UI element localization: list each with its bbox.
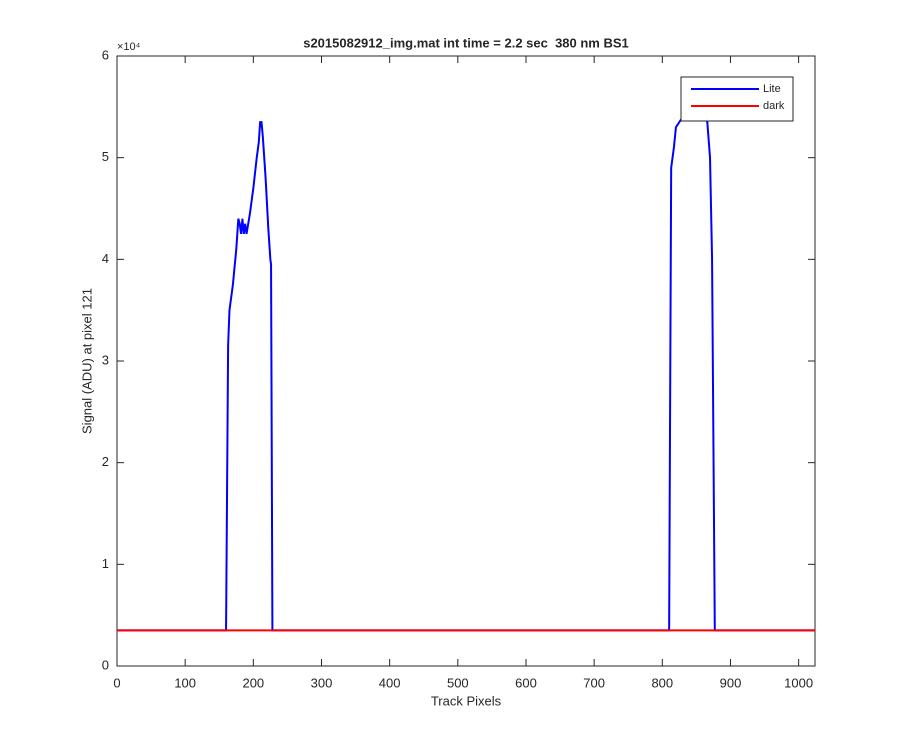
x-tick-label: 300 — [311, 675, 333, 690]
x-tick-label: 400 — [379, 675, 401, 690]
y-tick-label: 0 — [102, 657, 109, 672]
legend-label: Lite — [763, 83, 781, 95]
x-axis-label: Track Pixels — [431, 693, 502, 708]
plot-area — [116, 55, 816, 667]
x-tick-label: 800 — [651, 675, 673, 690]
x-tick-label: 600 — [515, 675, 537, 690]
y-axis-label: Signal (ADU) at pixel 121 — [79, 288, 94, 434]
y-exponent: ×10⁴ — [117, 41, 141, 53]
y-tick-label: 1 — [102, 556, 109, 571]
x-tick-label: 700 — [583, 675, 605, 690]
x-tick-label: 0 — [113, 675, 120, 690]
y-tick-label: 4 — [102, 251, 109, 266]
y-tick-label: 5 — [102, 149, 109, 164]
chart-title: s2015082912_img.mat int time = 2.2 sec 3… — [303, 35, 629, 50]
legend-label: dark — [763, 100, 785, 112]
x-tick-label: 200 — [242, 675, 264, 690]
legend-box — [680, 76, 794, 122]
x-tick-label: 500 — [447, 675, 469, 690]
x-tick-label: 1000 — [784, 675, 813, 690]
y-tick-label: 3 — [102, 352, 109, 367]
y-tick-label: 2 — [102, 454, 109, 469]
x-tick-label: 900 — [720, 675, 742, 690]
x-tick-label: 100 — [174, 675, 196, 690]
y-tick-label: 6 — [102, 47, 109, 62]
